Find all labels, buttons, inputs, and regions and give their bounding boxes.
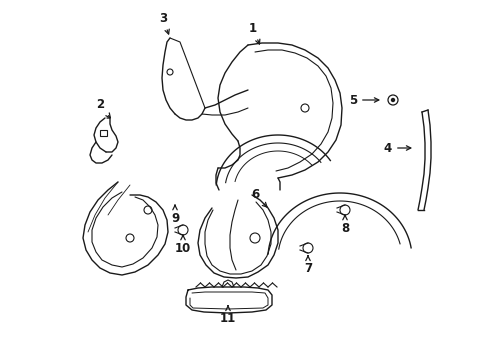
Text: 4: 4: [383, 141, 410, 154]
Text: 9: 9: [170, 205, 179, 225]
Text: 5: 5: [348, 94, 378, 107]
Text: 6: 6: [250, 189, 266, 207]
Circle shape: [391, 99, 394, 102]
Text: 2: 2: [96, 99, 110, 118]
Text: 10: 10: [175, 235, 191, 255]
Text: 8: 8: [340, 215, 348, 234]
Bar: [100, 130, 107, 136]
Text: 1: 1: [248, 22, 259, 44]
Text: 11: 11: [220, 306, 236, 324]
Text: 3: 3: [159, 12, 169, 34]
Text: 7: 7: [304, 256, 311, 274]
